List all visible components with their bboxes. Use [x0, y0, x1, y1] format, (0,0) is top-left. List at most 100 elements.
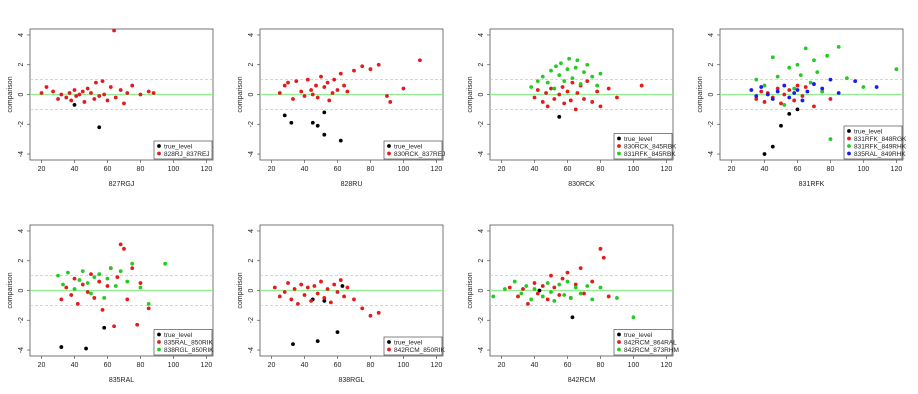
point	[779, 123, 783, 128]
point	[97, 125, 102, 130]
point	[795, 107, 800, 112]
y-tick-label: 2	[18, 259, 25, 263]
x-axis-label: 831RFK	[799, 181, 825, 188]
point	[340, 284, 345, 288]
legend-label: 838RGL_850RIK	[164, 347, 214, 354]
point	[529, 85, 534, 89]
legend-label: 828RJ_837REJ	[164, 151, 210, 158]
point	[282, 113, 287, 118]
point	[828, 77, 833, 82]
point	[595, 83, 600, 88]
legend-marker	[387, 144, 391, 148]
point	[325, 287, 330, 291]
point	[775, 74, 780, 79]
y-tick-label: 2	[478, 259, 485, 263]
x-tick-label: 60	[334, 362, 342, 369]
point	[787, 65, 792, 70]
point	[122, 101, 126, 106]
x-tick-label: 120	[661, 166, 673, 173]
point	[787, 95, 792, 100]
point	[565, 279, 570, 284]
point	[759, 89, 764, 94]
y-tick-label: -4	[248, 151, 255, 157]
point	[762, 83, 767, 88]
x-tick-label: 20	[38, 362, 46, 369]
point	[812, 58, 816, 63]
y-tick-label: -2	[478, 317, 485, 323]
point	[80, 89, 85, 94]
x-tick-label: 80	[137, 362, 145, 369]
legend-label: 835RAL_850RIK	[164, 339, 213, 346]
legend-label: 831RFK_849RHK	[854, 143, 907, 150]
point	[125, 297, 130, 302]
point	[388, 100, 393, 104]
legend-marker	[157, 347, 161, 352]
point	[305, 285, 310, 290]
point	[894, 67, 899, 72]
point	[299, 89, 304, 94]
x-tick-label: 120	[431, 362, 443, 369]
y-tick-label: 2	[478, 63, 485, 67]
point	[85, 86, 90, 91]
point	[782, 103, 787, 107]
point	[51, 89, 55, 94]
legend-marker	[387, 340, 391, 344]
point	[615, 296, 619, 300]
point	[342, 83, 346, 88]
point	[562, 293, 567, 297]
x-tick-label: 20	[498, 362, 506, 369]
point	[72, 276, 77, 281]
point	[39, 91, 44, 95]
point	[557, 92, 562, 97]
point	[795, 88, 800, 92]
panel: 20 40 60 80 100 120 -4 -2 0 2 4 827RGJ comparison tru…	[7, 28, 214, 188]
x-tick-label: 120	[431, 166, 443, 173]
point	[282, 83, 287, 88]
point	[360, 64, 365, 69]
point	[782, 92, 787, 97]
y-tick-label: -4	[478, 347, 485, 353]
y-axis-label: comparison	[7, 76, 14, 112]
x-axis-label: 838RGL	[338, 377, 364, 384]
point	[836, 91, 841, 95]
legend-label: true_level	[624, 332, 653, 339]
point	[291, 97, 295, 101]
point	[598, 246, 603, 251]
point	[787, 88, 792, 92]
legend-box	[383, 336, 443, 356]
x-tick-label: 100	[168, 362, 180, 369]
point	[582, 291, 586, 296]
point	[562, 79, 567, 84]
y-tick-label: 4	[248, 33, 255, 37]
point	[56, 97, 60, 101]
y-tick-label: -4	[18, 347, 25, 353]
legend-marker	[847, 136, 851, 141]
point	[828, 137, 833, 142]
point	[89, 272, 93, 277]
x-tick-label: 100	[168, 166, 180, 173]
point	[562, 101, 567, 106]
x-tick-label: 60	[564, 166, 572, 173]
x-tick-label: 80	[597, 166, 605, 173]
x-tick-label: 100	[628, 362, 640, 369]
point	[84, 346, 88, 351]
point	[125, 91, 130, 95]
point	[74, 94, 79, 98]
x-tick-label: 100	[628, 166, 640, 173]
point	[342, 294, 346, 299]
y-axis-label: comparison	[467, 272, 474, 308]
legend-marker	[157, 144, 161, 148]
y-tick-label: 4	[708, 33, 715, 37]
point	[565, 89, 570, 94]
legend-marker	[617, 340, 621, 344]
point	[130, 266, 135, 271]
y-tick-label: -4	[708, 151, 715, 157]
x-tick-label: 20	[268, 362, 276, 369]
point	[328, 300, 333, 305]
point	[312, 284, 317, 288]
legend-box	[153, 329, 213, 356]
point	[64, 95, 69, 100]
point	[549, 273, 553, 278]
legend-marker	[617, 144, 621, 148]
point	[775, 89, 780, 94]
